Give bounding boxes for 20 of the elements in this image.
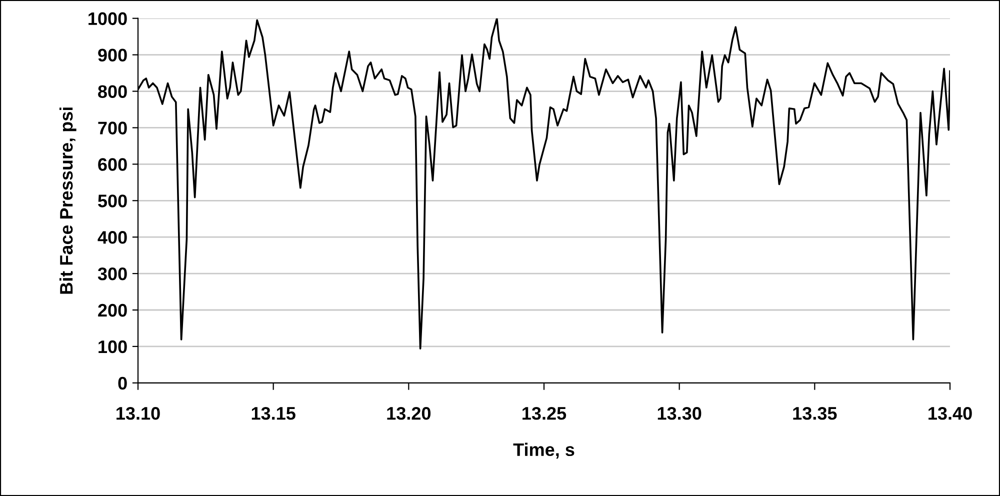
x-tick-label: 13.30 bbox=[658, 407, 702, 420]
y-tick-label: 800 bbox=[98, 85, 127, 98]
y-axis-title: Bit Face Pressure, psi bbox=[59, 108, 76, 294]
x-tick-label: 13.25 bbox=[522, 407, 566, 420]
y-tick-label: 1000 bbox=[88, 12, 127, 26]
y-tick-label: 200 bbox=[98, 304, 127, 317]
y-tick-label: 400 bbox=[98, 231, 127, 244]
y-tick-label: 300 bbox=[98, 267, 127, 280]
y-tick-label: 100 bbox=[98, 340, 127, 354]
y-tick-label: 700 bbox=[98, 122, 127, 134]
x-tick-label: 13.40 bbox=[928, 407, 972, 420]
x-axis-title: Time, s bbox=[513, 442, 574, 459]
x-tick-label: 13.10 bbox=[116, 407, 160, 420]
y-tick-label: 900 bbox=[98, 48, 127, 62]
x-tick-label: 13.15 bbox=[252, 407, 296, 420]
y-tick-label: 500 bbox=[98, 194, 127, 208]
x-tick-label: 13.35 bbox=[793, 407, 837, 420]
y-tick-label: 600 bbox=[98, 158, 127, 171]
x-tick-label: 13.20 bbox=[387, 407, 431, 420]
y-tick-label: 0 bbox=[118, 376, 127, 390]
